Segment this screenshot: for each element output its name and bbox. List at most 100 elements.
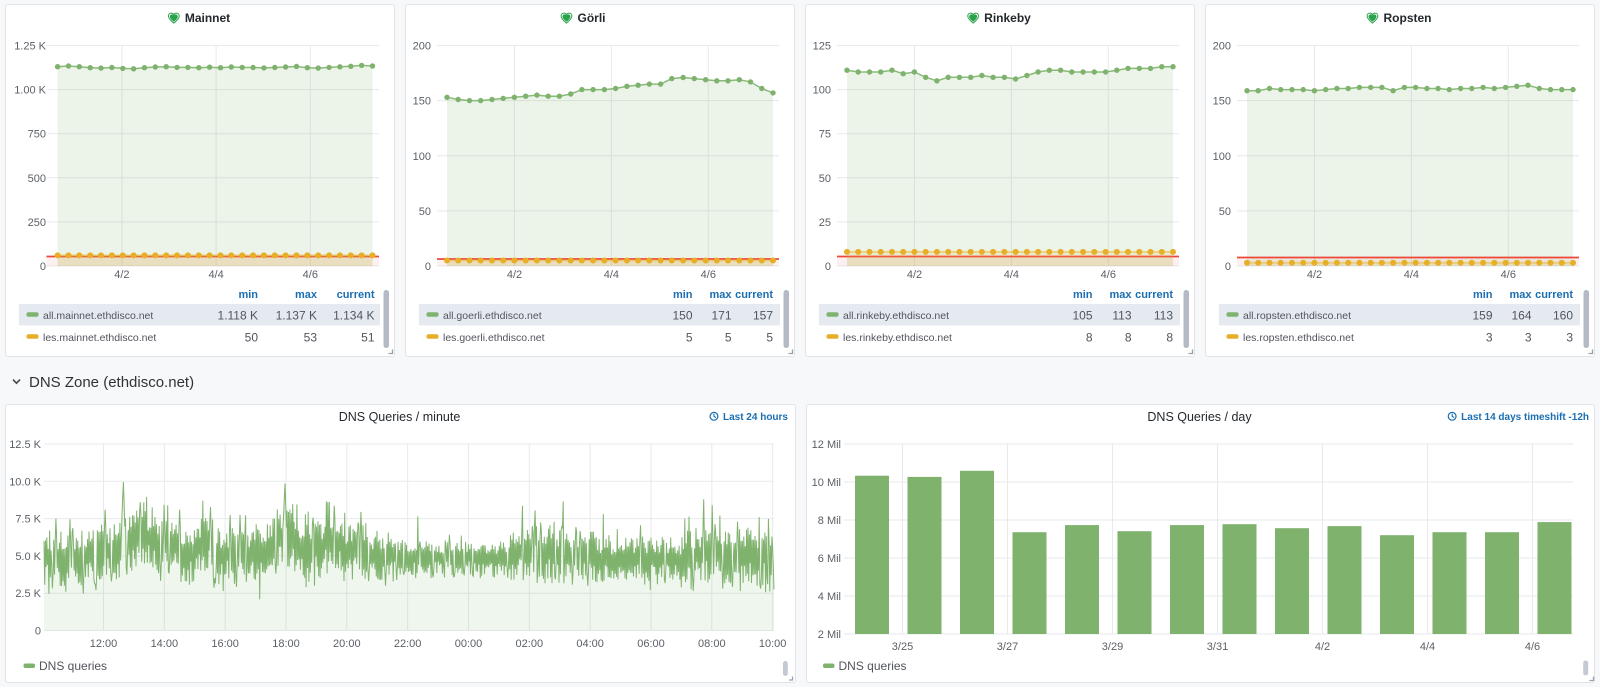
svg-text:171: 171	[711, 309, 731, 323]
svg-text:06:00: 06:00	[637, 638, 665, 650]
svg-text:all.goerli.ethdisco.net: all.goerli.ethdisco.net	[443, 310, 542, 322]
svg-text:50: 50	[1219, 206, 1231, 218]
svg-text:1.118 K: 1.118 K	[218, 309, 258, 323]
svg-text:3/25: 3/25	[892, 641, 913, 653]
svg-text:3/31: 3/31	[1207, 641, 1228, 653]
svg-text:8: 8	[1086, 331, 1093, 345]
svg-text:500: 500	[28, 173, 46, 185]
svg-text:3: 3	[1486, 331, 1493, 345]
svg-text:Last 14 days timeshift -12h: Last 14 days timeshift -12h	[1461, 412, 1589, 423]
svg-text:10 Mil: 10 Mil	[812, 477, 841, 489]
svg-text:8: 8	[1166, 331, 1173, 345]
svg-text:DNS Queries / minute: DNS Queries / minute	[339, 410, 461, 424]
svg-text:0: 0	[40, 261, 46, 273]
svg-text:160: 160	[1553, 309, 1573, 323]
svg-text:current: current	[337, 289, 375, 301]
svg-text:DNS queries: DNS queries	[39, 659, 107, 673]
svg-text:113: 113	[1154, 309, 1173, 323]
svg-text:max: max	[709, 289, 732, 301]
svg-text:0: 0	[35, 626, 41, 638]
svg-text:current: current	[1535, 289, 1573, 301]
svg-text:00:00: 00:00	[455, 638, 483, 650]
svg-text:4/4: 4/4	[1004, 269, 1019, 281]
svg-text:50: 50	[819, 173, 831, 185]
svg-text:50: 50	[419, 206, 431, 218]
svg-text:3/29: 3/29	[1102, 641, 1123, 653]
svg-text:08:00: 08:00	[698, 638, 726, 650]
svg-text:all.ropsten.ethdisco.net: all.ropsten.ethdisco.net	[1243, 310, 1351, 322]
svg-text:125: 125	[813, 41, 831, 53]
svg-text:4/4: 4/4	[1404, 269, 1419, 281]
svg-text:53: 53	[304, 331, 318, 345]
svg-text:max: max	[1509, 289, 1532, 301]
svg-text:min: min	[1073, 289, 1093, 301]
svg-text:18:00: 18:00	[272, 638, 300, 650]
svg-text:150: 150	[1213, 96, 1231, 108]
svg-text:20:00: 20:00	[333, 638, 361, 650]
svg-text:200: 200	[1213, 41, 1231, 53]
svg-text:04:00: 04:00	[576, 638, 604, 650]
svg-text:4 Mil: 4 Mil	[818, 591, 841, 603]
svg-text:8 Mil: 8 Mil	[818, 515, 841, 527]
svg-text:les.ropsten.ethdisco.net: les.ropsten.ethdisco.net	[1243, 332, 1354, 344]
svg-text:105: 105	[1072, 309, 1092, 323]
svg-text:0: 0	[1225, 261, 1231, 273]
svg-text:min: min	[238, 289, 258, 301]
svg-text:4/4: 4/4	[208, 269, 223, 281]
svg-text:Mainnet: Mainnet	[185, 11, 230, 25]
svg-text:25: 25	[819, 217, 831, 229]
svg-text:4/6: 4/6	[1525, 641, 1540, 653]
svg-text:1.25 K: 1.25 K	[14, 41, 46, 53]
svg-text:0: 0	[425, 261, 431, 273]
svg-text:current: current	[1135, 289, 1173, 301]
svg-text:100: 100	[813, 85, 831, 97]
svg-text:164: 164	[1511, 309, 1531, 323]
svg-text:02:00: 02:00	[516, 638, 544, 650]
svg-text:current: current	[735, 289, 773, 301]
svg-text:5: 5	[766, 331, 773, 345]
svg-text:max: max	[1109, 289, 1132, 301]
svg-text:50: 50	[245, 331, 259, 345]
svg-text:4/6: 4/6	[303, 269, 318, 281]
svg-text:12:00: 12:00	[90, 638, 118, 650]
svg-text:les.mainnet.ethdisco.net: les.mainnet.ethdisco.net	[43, 332, 156, 344]
svg-text:4/6: 4/6	[701, 269, 716, 281]
svg-text:157: 157	[753, 309, 773, 323]
svg-text:10:00: 10:00	[759, 638, 787, 650]
svg-text:7.5 K: 7.5 K	[15, 514, 41, 526]
svg-text:159: 159	[1472, 309, 1492, 323]
svg-text:2.5 K: 2.5 K	[15, 588, 41, 600]
svg-text:200: 200	[413, 41, 431, 53]
svg-text:3: 3	[1566, 331, 1573, 345]
svg-text:100: 100	[413, 151, 431, 163]
svg-text:150: 150	[413, 96, 431, 108]
svg-text:4/6: 4/6	[1101, 269, 1116, 281]
svg-text:1.134 K: 1.134 K	[333, 309, 374, 323]
svg-text:113: 113	[1112, 309, 1131, 323]
svg-text:75: 75	[819, 129, 831, 141]
svg-text:Ropsten: Ropsten	[1384, 11, 1432, 25]
svg-text:16:00: 16:00	[211, 638, 239, 650]
svg-text:3: 3	[1525, 331, 1532, 345]
svg-text:12 Mil: 12 Mil	[812, 439, 841, 451]
svg-text:4/6: 4/6	[1501, 269, 1516, 281]
svg-text:6 Mil: 6 Mil	[818, 553, 841, 565]
svg-text:1.00 K: 1.00 K	[14, 85, 46, 97]
svg-text:1.137 K: 1.137 K	[276, 309, 317, 323]
svg-text:4/2: 4/2	[507, 269, 522, 281]
svg-text:12.5 K: 12.5 K	[9, 439, 41, 451]
svg-text:Last 24 hours: Last 24 hours	[723, 412, 788, 423]
svg-text:DNS Queries / day: DNS Queries / day	[1147, 410, 1252, 424]
svg-text:10.0 K: 10.0 K	[9, 476, 41, 488]
svg-text:2 Mil: 2 Mil	[818, 629, 841, 641]
svg-text:all.mainnet.ethdisco.net: all.mainnet.ethdisco.net	[43, 310, 153, 322]
svg-text:3/27: 3/27	[997, 641, 1018, 653]
svg-text:4/4: 4/4	[604, 269, 619, 281]
svg-text:750: 750	[28, 129, 46, 141]
svg-text:DNS queries: DNS queries	[839, 659, 907, 673]
svg-text:4/2: 4/2	[907, 269, 922, 281]
svg-text:min: min	[1473, 289, 1493, 301]
svg-text:250: 250	[28, 217, 46, 229]
svg-text:5: 5	[686, 331, 693, 345]
svg-text:22:00: 22:00	[394, 638, 422, 650]
